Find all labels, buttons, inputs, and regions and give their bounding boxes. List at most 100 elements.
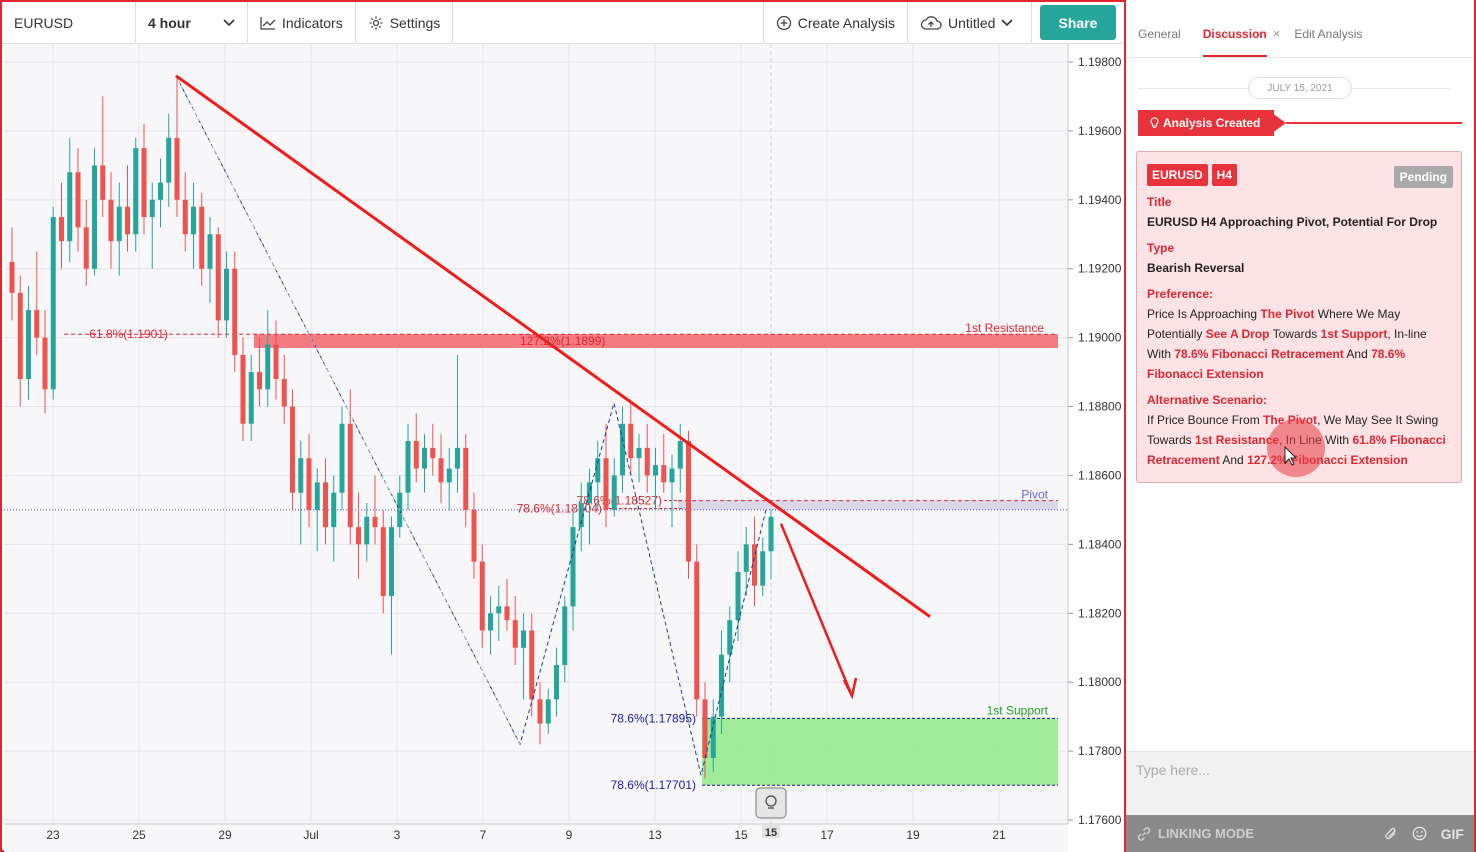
candle-body [463,447,469,510]
candle-body [215,234,221,321]
pref-text-9: And [1343,347,1372,361]
resistance-label: 1st Resistance [965,321,1044,335]
alt-text-3: , We May See It Swing Towards [1147,413,1439,447]
y-tick-label: 1.18400 [1078,537,1122,551]
pref-highlight-drop: See A Drop [1205,327,1270,341]
candle-body [644,447,650,476]
panel-tabs: General Discussion × Edit Analysis [1138,0,1384,57]
candle-body [554,664,559,700]
candle-body [265,344,271,390]
preference-label: Preference: [1147,287,1214,301]
candle-body [248,372,254,424]
candle-body [133,148,139,235]
y-tick-label: 1.19000 [1078,331,1122,345]
created-label: Analysis Created [1163,116,1261,130]
candle-body [232,268,238,355]
candle-body [149,199,155,218]
x-tick-label: Jul [303,828,318,842]
candle-body [116,206,122,242]
y-tick-label: 1.17600 [1078,813,1122,827]
tab-general[interactable]: General [1138,27,1181,41]
price-chart[interactable]: 1.19800 1.19600 1.19400 1.19200 1.19000 1.188… [4,44,1124,852]
candle-body [92,165,97,269]
settings-button[interactable]: Settings [356,2,454,43]
candle-body [306,458,312,510]
linking-mode-label[interactable]: LINKING MODE [1158,826,1255,841]
chart-line-icon [260,16,276,30]
pivot-label: Pivot [1021,488,1048,502]
candle-body [125,206,130,235]
share-button[interactable]: Share [1040,5,1116,40]
x-tick-label: 25 [132,828,146,842]
pointer-icon [1284,446,1298,466]
candle-body [479,561,485,631]
symbol-label: EURUSD [14,14,74,31]
create-analysis-button[interactable]: Create Analysis [764,2,908,43]
candle-body [496,606,502,614]
close-icon[interactable]: × [1272,26,1281,41]
paperclip-icon[interactable] [1384,827,1398,841]
indicators-button[interactable]: Indicators [248,2,356,43]
candle-body [521,630,526,648]
pref-text-5: Towards [1269,327,1321,341]
symbol-selector[interactable]: EURUSD [2,2,136,43]
candle-body [372,516,378,528]
timeframe-selector[interactable]: 4 hour [136,2,248,43]
candle-body [273,344,279,379]
link-icon[interactable] [1136,826,1152,842]
tab-divider [1126,57,1474,58]
candle-body [611,475,617,510]
toolbar-spacer [453,2,764,43]
candle-body [83,227,89,269]
alt-text-7: And [1219,453,1248,467]
candle-body [669,468,675,483]
analysis-side-panel: General Discussion × Edit Analysis JULY … [1124,0,1476,852]
candle-body [108,199,114,242]
candle-body [710,716,716,758]
candle-body [17,292,23,379]
candle-body [430,447,436,459]
candle-body [339,423,345,493]
support-label: 1st Support [987,703,1049,717]
chart-canvas[interactable]: 1.19800 1.19600 1.19400 1.19200 1.19000 1.188… [4,44,1124,852]
candle-body [75,172,81,228]
candle-body [323,482,328,528]
candle-body [603,458,609,510]
tab-edit-analysis[interactable]: Edit Analysis [1294,27,1363,41]
tab-discussion[interactable]: Discussion [1202,27,1267,57]
message-input[interactable]: Type here... [1126,751,1474,815]
banner-arrow [1268,110,1286,136]
pref-highlight-retracement: 78.6% Fibonacci Retracement [1174,347,1344,361]
x-highlight-label: 15 [765,827,777,839]
y-tick-label: 1.19200 [1078,262,1122,276]
candle-body [587,482,592,504]
candle-body [529,630,535,700]
arrow-head [842,677,858,700]
x-tick-label: 9 [566,828,573,842]
candle-body [42,337,48,390]
candle-body [578,503,584,528]
pref-text-1: Price Is Approaching [1147,307,1261,321]
message-placeholder: Type here... [1136,762,1210,778]
candle-body [636,447,642,459]
x-tick-label: 3 [394,828,401,842]
layout-selector[interactable]: Untitled [908,2,1032,43]
emoji-icon[interactable] [1412,826,1427,841]
candle-body [545,699,551,724]
fib-label: 78.6%(1.17895) [611,711,696,725]
share-label: Share [1058,14,1098,31]
analysis-title: EURUSD H4 Approaching Pivot, Potential F… [1147,215,1438,229]
resistance-zone [254,334,1058,348]
candle-body [661,465,667,483]
candle-body [290,406,295,493]
y-tick-label: 1.17800 [1078,744,1122,758]
gif-button[interactable]: GIF [1440,825,1464,842]
projection-arrow [779,523,854,697]
chart-panel: EURUSD 4 hour Indicators Settings Create… [0,0,1124,852]
candle-body [50,217,56,390]
fib-label: 127.2%(1.1899) [520,334,605,348]
title-label: Title [1147,195,1172,209]
support-zone [702,718,1058,786]
analysis-card: EURUSD H4 Pending Title EURUSD H4 Approac… [1136,151,1462,483]
candle-body [100,165,106,200]
